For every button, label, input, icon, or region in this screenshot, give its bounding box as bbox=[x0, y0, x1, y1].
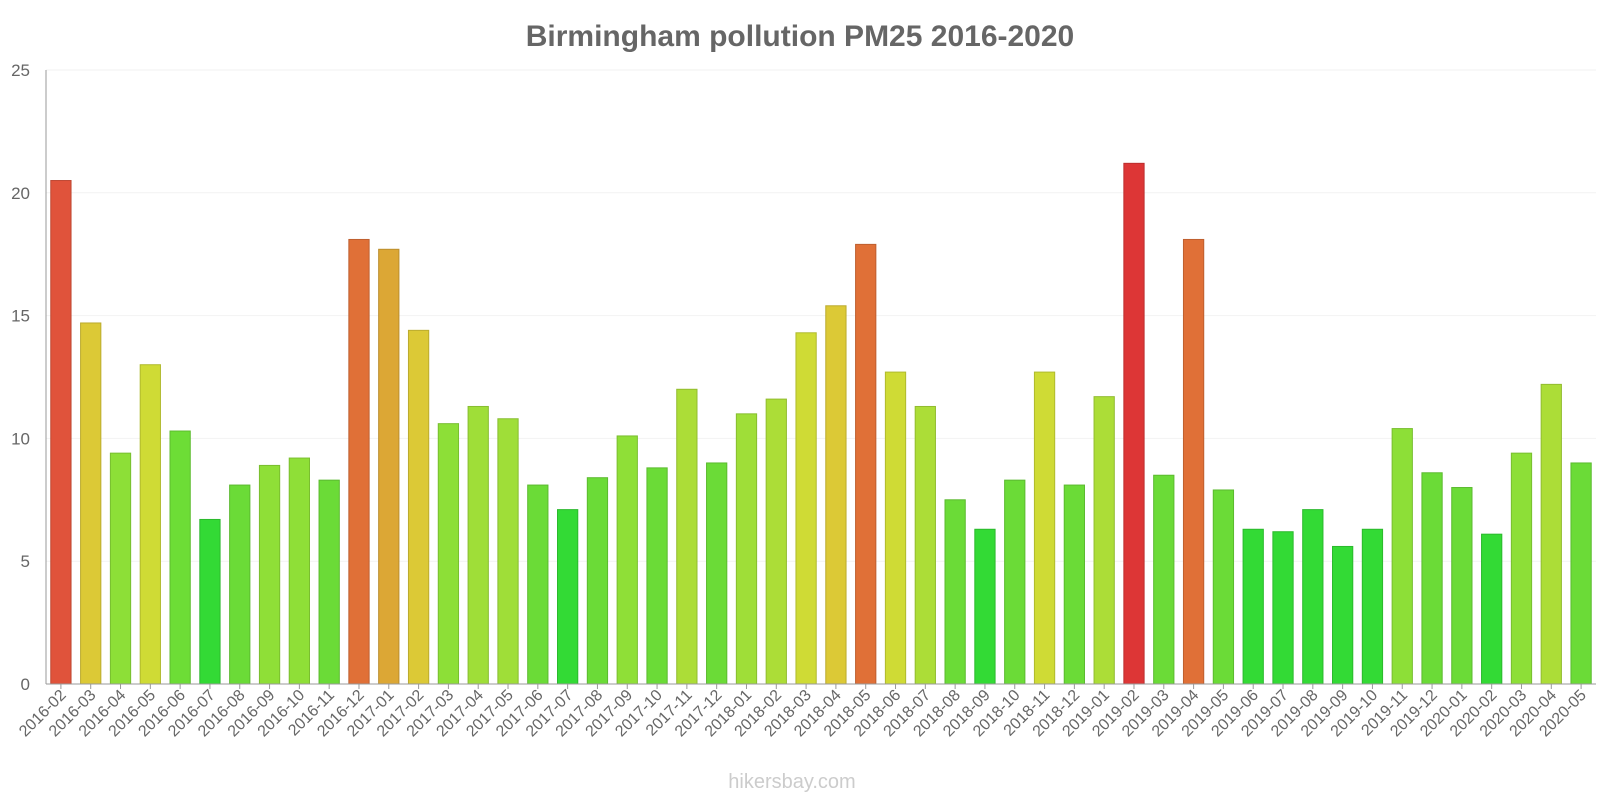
bar-2018-06 bbox=[884, 371, 907, 685]
bar-2017-04 bbox=[467, 405, 489, 685]
y-axis-ticks: 0 5 10 15 20 25 bbox=[11, 61, 30, 694]
bar-2019-10 bbox=[1361, 528, 1384, 685]
bar-2017-02 bbox=[407, 329, 430, 685]
bar-2017-08 bbox=[586, 477, 609, 685]
bar-2016-11 bbox=[318, 479, 340, 685]
y-tick-label: 25 bbox=[11, 61, 30, 80]
bar-2018-02 bbox=[765, 398, 787, 685]
bar-2017-05 bbox=[497, 418, 519, 685]
x-axis-ticks: 2016-022016-032016-042016-052016-062016-… bbox=[16, 684, 1590, 740]
bar-2019-11 bbox=[1391, 428, 1413, 685]
bar-2018-01 bbox=[735, 413, 758, 685]
bar-2019-03 bbox=[1153, 474, 1175, 685]
y-tick-label: 20 bbox=[11, 184, 30, 203]
bar-2018-05 bbox=[855, 243, 877, 685]
y-tick-label: 0 bbox=[21, 675, 30, 694]
bar-2016-10 bbox=[288, 457, 311, 685]
bar-2017-01 bbox=[378, 248, 400, 685]
bar-2016-05 bbox=[139, 364, 161, 685]
bar-2018-10 bbox=[1004, 479, 1026, 685]
bar-2016-02 bbox=[50, 180, 72, 685]
bar-2017-03 bbox=[437, 423, 460, 685]
bar-2019-02 bbox=[1123, 162, 1145, 685]
y-tick-label: 15 bbox=[11, 307, 30, 326]
bar-2019-04 bbox=[1182, 238, 1205, 685]
bar-2017-10 bbox=[646, 467, 668, 685]
bar-2019-07 bbox=[1272, 531, 1294, 685]
y-tick-label: 10 bbox=[11, 429, 30, 448]
bar-2020-01 bbox=[1451, 487, 1473, 685]
bar-2020-03 bbox=[1510, 452, 1533, 685]
bar-2020-04 bbox=[1540, 383, 1562, 685]
bar-2019-09 bbox=[1332, 545, 1354, 685]
bar-2018-07 bbox=[914, 405, 936, 685]
bar-2017-07 bbox=[557, 509, 579, 685]
bar-2017-09 bbox=[616, 435, 638, 685]
bar-2016-06 bbox=[169, 430, 191, 685]
axes bbox=[45, 70, 1596, 685]
bar-2016-04 bbox=[109, 452, 132, 685]
bar-2017-11 bbox=[676, 388, 698, 685]
bar-2019-08 bbox=[1302, 509, 1324, 685]
bar-2016-12 bbox=[348, 238, 370, 685]
watermark-text: hikersbay.com bbox=[728, 771, 855, 793]
bar-2016-08 bbox=[229, 484, 251, 685]
bar-2018-03 bbox=[795, 332, 817, 685]
bar-2018-12 bbox=[1063, 484, 1085, 685]
bar-2016-07 bbox=[199, 518, 221, 685]
bar-2019-12 bbox=[1421, 472, 1443, 685]
bar-2017-06 bbox=[527, 484, 549, 685]
bar-2018-08 bbox=[944, 499, 966, 685]
bar-2017-12 bbox=[706, 462, 728, 685]
bar-2020-02 bbox=[1481, 533, 1503, 685]
bar-2018-04 bbox=[825, 305, 847, 685]
chart-title: Birmingham pollution PM25 2016-2020 bbox=[526, 20, 1074, 53]
bar-2019-06 bbox=[1242, 528, 1264, 685]
bar-2019-05 bbox=[1212, 489, 1235, 685]
bar-2018-11 bbox=[1033, 371, 1056, 685]
bar-2020-05 bbox=[1570, 462, 1592, 685]
y-tick-label: 5 bbox=[21, 552, 30, 571]
bar-2019-01 bbox=[1093, 396, 1115, 685]
bar-2016-03 bbox=[80, 322, 102, 685]
bars bbox=[50, 162, 1592, 685]
bar-2016-09 bbox=[258, 464, 281, 685]
bar-2018-09 bbox=[974, 528, 996, 685]
